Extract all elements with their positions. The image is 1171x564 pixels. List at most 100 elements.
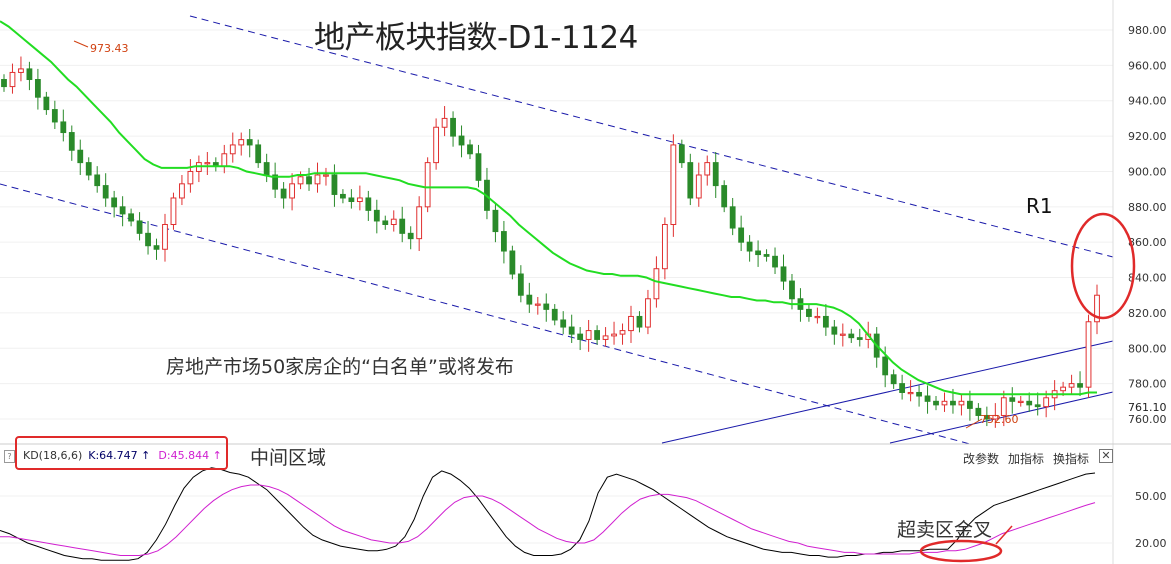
candle	[890, 369, 897, 389]
candle-body	[153, 245, 160, 250]
candle	[831, 319, 838, 345]
candle-body	[636, 315, 643, 328]
candle	[136, 212, 143, 241]
candle-body	[356, 197, 363, 203]
k-up-arrow-icon: ↑	[137, 449, 151, 462]
candle	[712, 152, 719, 198]
candle-body	[712, 162, 719, 187]
candle	[975, 403, 982, 421]
candle-body	[280, 188, 287, 199]
switch-indicator-button[interactable]: 换指标	[1053, 452, 1090, 466]
candlesticks	[1, 56, 1100, 428]
candle-body	[822, 315, 829, 328]
candle-body	[687, 162, 694, 199]
candle	[229, 132, 236, 163]
candle	[43, 91, 50, 115]
help-icon[interactable]: ?	[4, 450, 15, 463]
candle-body	[43, 96, 50, 111]
candle	[916, 385, 922, 407]
candle-body	[611, 333, 617, 337]
candle-body	[560, 319, 567, 328]
candle	[68, 125, 75, 161]
candle-body	[255, 144, 262, 164]
candle	[128, 208, 134, 227]
candle-body	[916, 391, 922, 397]
candle-body	[323, 174, 329, 177]
candle	[195, 155, 202, 183]
candle	[314, 162, 321, 193]
candle-body	[1009, 397, 1016, 402]
candle	[839, 323, 846, 347]
candle	[246, 129, 253, 158]
candle	[721, 180, 728, 213]
candle-body	[992, 414, 999, 420]
candle	[348, 189, 355, 209]
golden-cross-arrow	[995, 525, 1013, 545]
candle	[509, 245, 516, 280]
price-gridlines	[0, 29, 1113, 420]
candle-body	[382, 220, 389, 226]
candle	[373, 199, 380, 234]
candle	[365, 190, 372, 221]
candle-body	[51, 109, 58, 123]
candle-body	[831, 326, 838, 335]
candle	[594, 325, 601, 345]
price-tick-label: 960.00	[1128, 59, 1167, 72]
candle-body	[340, 193, 346, 199]
candle	[1017, 396, 1024, 407]
candle-body	[373, 209, 380, 222]
add-indicator-button[interactable]: 加指标	[1008, 452, 1045, 466]
price-tick-label: 780.00	[1128, 378, 1167, 391]
last-price-label: 761.10	[1128, 401, 1167, 414]
close-icon[interactable]: ✕	[1099, 449, 1113, 463]
candle	[1026, 392, 1033, 412]
candle-body	[424, 162, 431, 208]
candle	[636, 311, 643, 333]
last-price-tag	[1115, 399, 1167, 414]
candle	[51, 100, 58, 130]
candle-body	[1060, 386, 1067, 392]
candle	[458, 125, 465, 158]
chart-title: 地产板块指数-D1-1124	[314, 20, 638, 56]
candle	[102, 173, 109, 207]
candle-body	[789, 280, 795, 300]
kd-indicator-name: KD(18,6,6)	[23, 449, 83, 462]
candle-body	[772, 255, 778, 268]
candle	[153, 238, 160, 260]
change-params-button[interactable]: 改参数	[963, 452, 1000, 466]
candle-body	[9, 71, 16, 88]
kd-tick-label: 20.00	[1135, 537, 1167, 550]
candle	[280, 182, 287, 209]
candle-body	[517, 273, 524, 296]
candle-body	[229, 144, 236, 155]
candle	[26, 61, 33, 91]
candle-body	[34, 79, 41, 98]
price-tick-label: 760.00	[1128, 413, 1167, 426]
candle	[585, 319, 592, 352]
candle	[602, 327, 609, 347]
price-tick-label: 940.00	[1128, 95, 1167, 108]
candle	[763, 249, 770, 262]
candle-body	[950, 400, 956, 406]
price-tick-label: 860.00	[1128, 236, 1167, 249]
candle-body	[882, 356, 889, 376]
candle	[958, 394, 965, 416]
trend-channels	[0, 15, 1114, 445]
candle-body	[289, 183, 295, 199]
candle-body	[314, 174, 321, 185]
candle-body	[399, 218, 406, 234]
candle	[204, 152, 211, 175]
candle	[1085, 314, 1092, 398]
candle	[289, 173, 295, 211]
candle-body	[780, 266, 787, 282]
candle-body	[433, 126, 440, 164]
candle	[687, 153, 694, 206]
inner-channel-lower-line	[889, 391, 1114, 444]
candle-body	[128, 213, 134, 222]
price-tick-label: 980.00	[1128, 24, 1167, 37]
candle-body	[348, 197, 355, 203]
candle-body	[967, 400, 973, 409]
candle-body	[933, 400, 939, 406]
candle	[306, 167, 312, 191]
candle-body	[763, 254, 770, 257]
